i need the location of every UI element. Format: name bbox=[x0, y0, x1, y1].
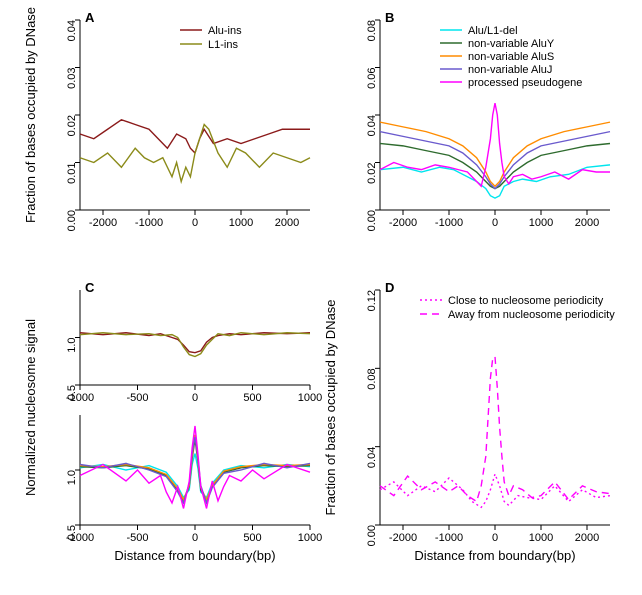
svg-text:500: 500 bbox=[243, 392, 261, 404]
svg-text:0.00: 0.00 bbox=[366, 210, 378, 231]
svg-text:0: 0 bbox=[192, 392, 198, 404]
svg-text:-2000: -2000 bbox=[89, 217, 117, 229]
series-Close to nucleosome periodicity bbox=[380, 474, 610, 507]
legend-label: non-variable AluY bbox=[468, 38, 555, 50]
figure-container: -2000 -1000 0 1000 2000 0.00 0.01 0.02 0.03 0.04 A… bbox=[0, 0, 642, 595]
svg-text:0.01: 0.01 bbox=[66, 163, 78, 184]
svg-text:-1000: -1000 bbox=[435, 532, 463, 544]
svg-text:-1000: -1000 bbox=[135, 217, 163, 229]
panel-label-A: A bbox=[85, 10, 95, 25]
svg-text:1000: 1000 bbox=[298, 392, 322, 404]
y-axis-title-A: Fraction of bases occupied by DNase bbox=[23, 7, 38, 223]
svg-text:0.12: 0.12 bbox=[366, 290, 378, 311]
series-processed pseudogene bbox=[380, 103, 610, 186]
series-non-variable AluJ bbox=[380, 132, 610, 189]
y-axis-title-C: Normalized nucleosome signal bbox=[23, 319, 38, 496]
series-Alu-ins-nuc bbox=[80, 333, 310, 353]
svg-text:1000: 1000 bbox=[529, 532, 553, 544]
svg-text:0.04: 0.04 bbox=[366, 115, 378, 136]
svg-text:1.0: 1.0 bbox=[66, 470, 78, 485]
svg-text:0: 0 bbox=[192, 217, 198, 229]
series-Away from nucleosome periodicity bbox=[380, 357, 610, 502]
y-axis-title-D: Fraction of bases occupied by DNase bbox=[323, 299, 338, 515]
svg-text:0.5: 0.5 bbox=[66, 525, 78, 540]
svg-text:2000: 2000 bbox=[575, 217, 599, 229]
svg-text:2000: 2000 bbox=[575, 532, 599, 544]
series-Alu/L1-del bbox=[380, 165, 610, 198]
figure-svg: -2000 -1000 0 1000 2000 0.00 0.01 0.02 0.03 0.04 A… bbox=[0, 0, 642, 595]
series-non-variable AluY bbox=[380, 144, 610, 189]
series-del-nuc bbox=[80, 454, 310, 498]
svg-text:-500: -500 bbox=[126, 532, 148, 544]
svg-text:0.08: 0.08 bbox=[366, 20, 378, 41]
svg-text:-500: -500 bbox=[126, 392, 148, 404]
legend-label: L1-ins bbox=[208, 39, 238, 51]
x-axis-title: Distance from boundary(bp) bbox=[414, 548, 575, 563]
svg-text:0.00: 0.00 bbox=[66, 210, 78, 231]
svg-text:0.5: 0.5 bbox=[66, 385, 78, 400]
legend-label: Alu-ins bbox=[208, 25, 242, 37]
svg-text:-2000: -2000 bbox=[389, 532, 417, 544]
svg-text:0: 0 bbox=[192, 532, 198, 544]
series-non-variable AluS bbox=[380, 122, 610, 186]
svg-text:0: 0 bbox=[492, 532, 498, 544]
series-Alu-ins bbox=[80, 120, 310, 153]
svg-text:1.0: 1.0 bbox=[66, 338, 78, 353]
legend-label: Away from nucleosome periodicity bbox=[448, 309, 615, 321]
legend-label: Alu/L1-del bbox=[468, 25, 518, 37]
series-L1-ins bbox=[80, 125, 310, 182]
svg-text:0.02: 0.02 bbox=[366, 163, 378, 184]
svg-text:0.02: 0.02 bbox=[66, 115, 78, 136]
svg-text:0.04: 0.04 bbox=[66, 20, 78, 41]
svg-text:1000: 1000 bbox=[298, 532, 322, 544]
series-AluJ-nuc bbox=[80, 437, 310, 503]
panel-label-C: C bbox=[85, 280, 95, 295]
legend-label: processed pseudogene bbox=[468, 77, 582, 89]
series-AluY-nuc bbox=[80, 439, 310, 501]
svg-text:500: 500 bbox=[243, 532, 261, 544]
svg-text:0.03: 0.03 bbox=[66, 68, 78, 89]
svg-text:1000: 1000 bbox=[229, 217, 253, 229]
x-axis-title: Distance from boundary(bp) bbox=[114, 548, 275, 563]
svg-text:0.00: 0.00 bbox=[366, 525, 378, 546]
legend-label: Close to nucleosome periodicity bbox=[448, 295, 604, 307]
legend-label: non-variable AluS bbox=[468, 51, 554, 63]
svg-text:2000: 2000 bbox=[275, 217, 299, 229]
svg-text:1000: 1000 bbox=[529, 217, 553, 229]
svg-text:0.04: 0.04 bbox=[366, 447, 378, 468]
svg-text:0: 0 bbox=[492, 217, 498, 229]
legend-label: non-variable AluJ bbox=[468, 64, 552, 76]
svg-text:-1000: -1000 bbox=[435, 217, 463, 229]
panel-label-B: B bbox=[385, 10, 394, 25]
svg-text:0.08: 0.08 bbox=[366, 368, 378, 389]
svg-text:0.06: 0.06 bbox=[366, 68, 378, 89]
panel-label-D: D bbox=[385, 280, 394, 295]
svg-text:-2000: -2000 bbox=[389, 217, 417, 229]
